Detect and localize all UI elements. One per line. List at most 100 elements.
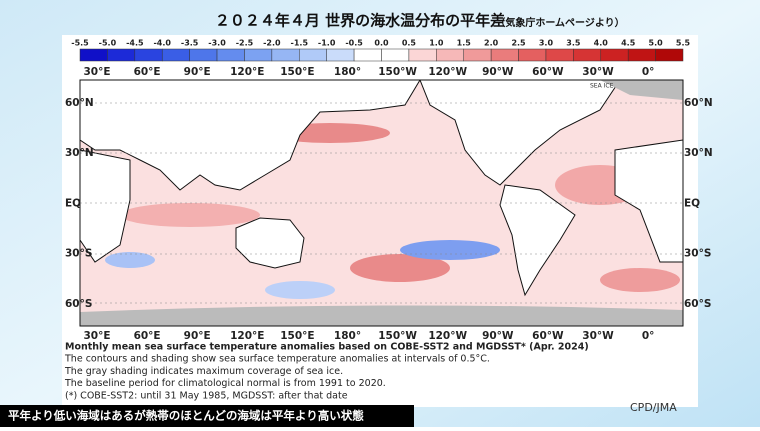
colorbar-swatch <box>79 48 108 62</box>
lat-label-right: 30°S <box>684 248 711 260</box>
lon-label-bottom: 30°W <box>582 330 614 342</box>
cool-area <box>265 281 335 299</box>
lat-label-left: 60°N <box>65 97 94 109</box>
lon-label-bottom: 150°W <box>378 330 417 342</box>
lon-label-top: 30°E <box>83 66 110 78</box>
colorbar-swatch <box>381 48 410 62</box>
lat-label-left: 30°N <box>65 147 94 159</box>
colorbar-label: -2.5 <box>236 39 254 48</box>
colorbar-label: 5.0 <box>649 39 664 48</box>
map-frame <box>79 79 684 327</box>
lon-label-top: 90°W <box>482 66 514 78</box>
colorbar: -5.5 -5.0 -4.5 -4.0 -3.5 -3.0 -2.5 -2.0 -1.5 -1.0… <box>71 39 691 62</box>
colorbar-swatch <box>161 48 190 62</box>
colorbar-swatch <box>463 48 492 62</box>
lon-label-top: 0° <box>642 66 655 78</box>
lon-label-top: 120°W <box>428 66 467 78</box>
graticule <box>80 102 683 304</box>
warm-area <box>600 268 680 292</box>
lat-label-left: EQ <box>65 197 81 209</box>
footer-text: 平年より低い海域はあるが熱帯のほとんどの海域は平年より高い状態 <box>8 409 364 423</box>
colorbar-swatch <box>518 48 547 62</box>
colorbar-label: -0.5 <box>345 39 363 48</box>
lon-label-top: 60°W <box>532 66 564 78</box>
colorbar-swatch <box>545 48 574 62</box>
lon-label-top: 180° <box>334 66 361 78</box>
colorbar-label: -4.5 <box>126 39 144 48</box>
lat-label-right: 30°N <box>684 147 713 159</box>
lon-label-top: 150°W <box>378 66 417 78</box>
lon-label-bottom: 0° <box>642 330 655 342</box>
map <box>80 80 683 326</box>
lon-label-bottom: 120°E <box>230 330 264 342</box>
colorbar-label: -1.5 <box>291 39 309 48</box>
colorbar-label: -4.0 <box>153 39 171 48</box>
lon-label-bottom: 180° <box>334 330 361 342</box>
colorbar-swatch <box>326 48 355 62</box>
colorbar-swatch <box>216 48 245 62</box>
colorbar-swatch <box>408 48 437 62</box>
footer-bar <box>0 405 414 427</box>
colorbar-label: -5.0 <box>99 39 117 48</box>
lon-label-bottom: 30°E <box>83 330 110 342</box>
colorbar-label: 2.5 <box>511 39 526 48</box>
colorbar-label: 2.0 <box>484 39 499 48</box>
warm-area <box>350 254 450 282</box>
lon-label-top: 120°E <box>230 66 264 78</box>
lon-label-bottom: 60°E <box>134 330 161 342</box>
lon-label-bottom: 90°W <box>482 330 514 342</box>
colorbar-label: 0.5 <box>402 39 417 48</box>
lat-label-left: 30°S <box>65 248 92 260</box>
lon-label-top: 90°E <box>184 66 211 78</box>
lon-label-bottom: 90°E <box>184 330 211 342</box>
colorbar-swatch <box>271 48 300 62</box>
lat-label-left: 60°S <box>65 298 92 310</box>
lon-label-bottom: 150°E <box>280 330 314 342</box>
cool-area <box>400 240 500 260</box>
caption-line: The baseline period for climatological n… <box>64 378 386 389</box>
axis-labels: 30°E 30°E 60°E 60°E 90°E 90°E 120°E 120°E 150°E 1… <box>65 66 713 342</box>
colorbar-label: 3.0 <box>539 39 554 48</box>
colorbar-swatch <box>655 48 684 62</box>
colorbar-swatch <box>244 48 273 62</box>
colorbar-label: 4.5 <box>621 39 636 48</box>
colorbar-label: -2.0 <box>263 39 281 48</box>
sea-ice-label: SEA ICE <box>590 83 614 90</box>
cool-area <box>105 252 155 268</box>
colorbar-label: 1.0 <box>429 39 444 48</box>
colorbar-label: 4.0 <box>594 39 609 48</box>
lat-label-right: 60°S <box>684 298 711 310</box>
colorbar-swatch <box>299 48 327 62</box>
colorbar-label: -3.5 <box>181 39 199 48</box>
caption-line: The gray shading indicates maximum cover… <box>64 366 343 377</box>
colorbar-swatch <box>134 48 163 62</box>
lon-label-top: 30°W <box>582 66 614 78</box>
colorbar-swatch <box>573 48 602 62</box>
title: ２０２４年４月 世界の海水温分布の平年差 <box>215 12 505 30</box>
land-africa-east <box>80 149 131 263</box>
caption: Monthly mean sea surface temperature ano… <box>64 342 589 402</box>
caption-line: (*) COBE-SST2: until 31 May 1985, MGDSST… <box>65 390 348 401</box>
land-south-america <box>499 184 576 297</box>
lat-label-right: 60°N <box>684 97 713 109</box>
colorbar-swatch <box>353 48 382 62</box>
colorbar-swatch <box>600 48 629 62</box>
colorbar-label: 3.5 <box>566 39 581 48</box>
colorbar-swatch <box>189 48 218 62</box>
lon-label-top: 150°E <box>280 66 314 78</box>
land-north-america <box>419 80 621 186</box>
colorbar-label: 0.0 <box>374 39 389 48</box>
lat-label-right: EQ <box>684 197 700 209</box>
title-source: （気象庁ホームページより） <box>495 16 624 29</box>
colorbar-label: -3.0 <box>208 39 226 48</box>
colorbar-swatch <box>436 48 464 62</box>
land-australia <box>235 217 305 269</box>
lon-label-bottom: 120°W <box>428 330 467 342</box>
lon-label-bottom: 60°W <box>532 330 564 342</box>
caption-line: Monthly mean sea surface temperature ano… <box>65 342 589 353</box>
colorbar-label: -5.5 <box>71 39 89 48</box>
land-eurasia <box>80 80 421 191</box>
sea-ice-antarctic <box>80 305 683 326</box>
